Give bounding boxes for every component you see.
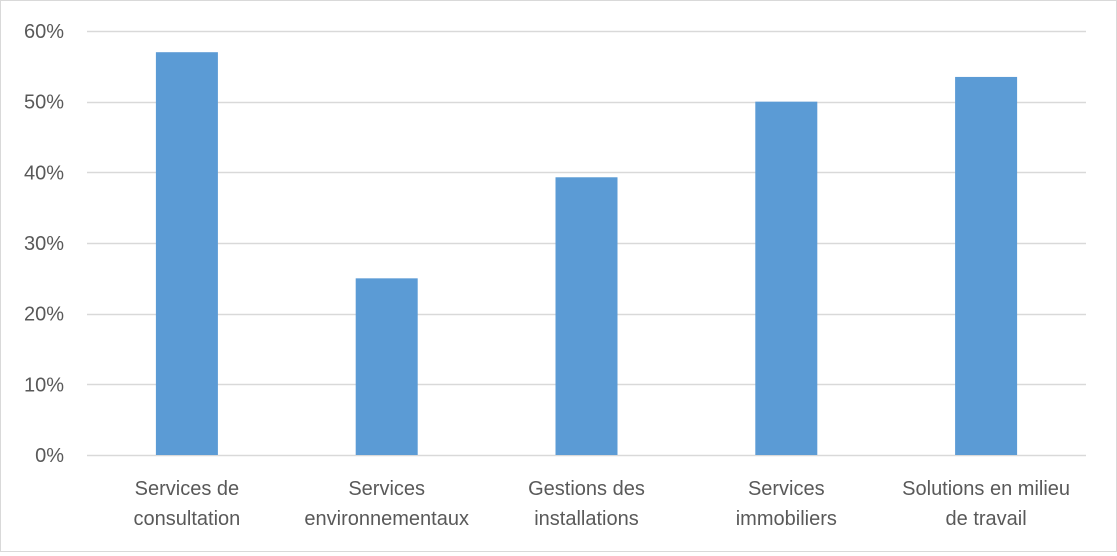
x-category-label-line: de travail [946, 508, 1027, 530]
x-category-label: Services immobiliers [736, 478, 837, 530]
x-category-label-line: Gestions des [528, 478, 645, 500]
x-axis-category-labels: Services de consultation Services environne… [134, 478, 1071, 530]
bar [355, 278, 418, 455]
x-category-label-line: Services [348, 478, 425, 500]
x-category-label: Gestions des installations [528, 478, 645, 530]
x-category-label-line: installations [534, 508, 639, 530]
y-tick-label: 30% [24, 233, 64, 255]
x-category-label-line: Services de [135, 478, 240, 500]
x-category-label-line: Solutions en milieu [902, 478, 1070, 500]
bar [755, 101, 818, 456]
bar [955, 76, 1018, 455]
y-tick-label: 40% [24, 162, 64, 184]
x-category-label: Services de consultation [134, 478, 241, 530]
x-category-label-line: Services [748, 478, 825, 500]
y-tick-label: 60% [24, 21, 64, 43]
y-axis-tick-labels: 0% 10% 20% 30% 40% 50% 60% [24, 21, 64, 467]
y-tick-label: 0% [35, 445, 64, 467]
x-category-label-line: immobiliers [736, 508, 837, 530]
x-category-label-line: environnementaux [304, 508, 469, 530]
y-tick-label: 10% [24, 374, 64, 396]
bar [555, 177, 618, 455]
bars [155, 52, 1018, 456]
y-tick-label: 50% [24, 92, 64, 114]
x-category-label: Solutions en milieu de travail [902, 478, 1070, 530]
y-tick-label: 20% [24, 304, 64, 326]
x-category-label: Services environnementaux [304, 478, 469, 530]
x-category-label-line: consultation [134, 508, 241, 530]
bar [155, 52, 218, 455]
